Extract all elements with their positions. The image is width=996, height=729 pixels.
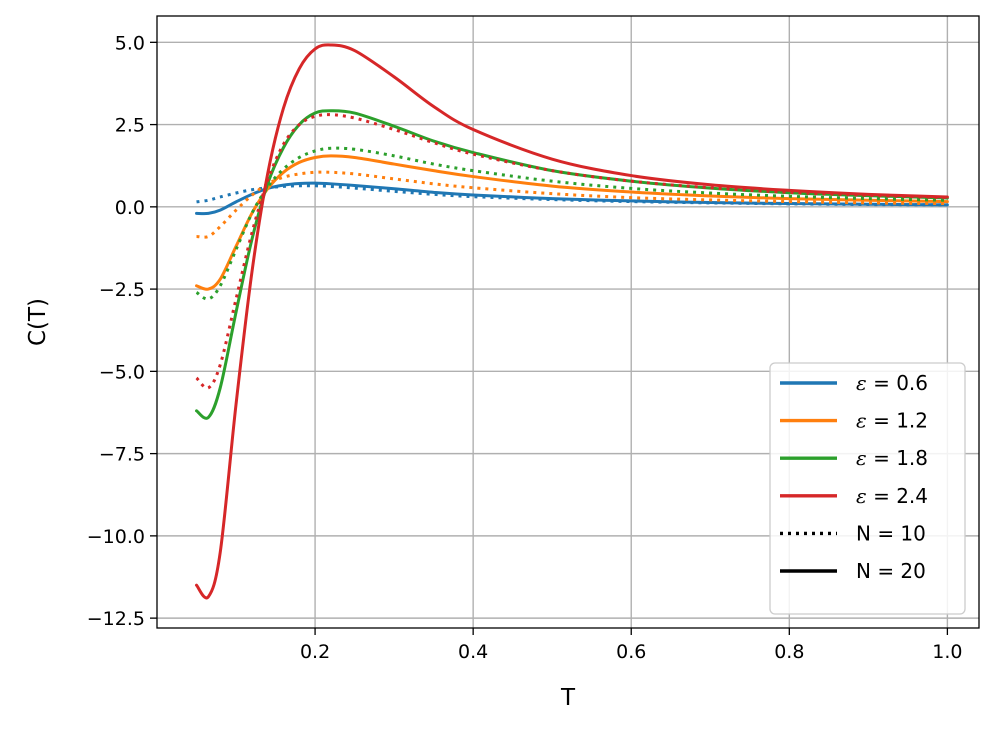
series-line-eps-2-4-n20 xyxy=(195,43,949,600)
legend: ε = 0.6ε = 1.2ε = 1.8ε = 2.4N = 10N = 20 xyxy=(769,362,966,615)
legend-label-text: = 2.4 xyxy=(867,484,928,508)
legend-label: ε = 0.6 xyxy=(856,371,928,395)
y-tick-label: −12.5 xyxy=(87,608,145,630)
legend-label: N = 20 xyxy=(856,559,926,583)
x-tick-label: 0.4 xyxy=(458,641,488,663)
legend-epsilon-symbol: ε xyxy=(856,409,867,433)
y-tick-label: −10.0 xyxy=(87,526,145,548)
series-line-eps-1-8-n10 xyxy=(195,146,948,301)
legend-label-text: N = 20 xyxy=(856,559,926,583)
y-tick-label: 0.0 xyxy=(115,197,145,219)
y-axis: 5.0 2.5 0.0 −2.5 −5.0 −7.5 −10.0 −12.5 xyxy=(87,32,157,630)
legend-epsilon-symbol: ε xyxy=(856,446,867,470)
legend-label: N = 10 xyxy=(856,521,926,545)
legend-epsilon-symbol: ε xyxy=(856,371,867,395)
x-axis: 0.2 0.4 0.6 0.8 1.0 xyxy=(300,628,962,663)
plot-frame xyxy=(156,15,980,629)
series-line-eps-1-8-n20 xyxy=(195,109,949,420)
series-line-eps-0-6-n20 xyxy=(195,181,949,216)
x-tick-label: 1.0 xyxy=(932,641,962,663)
legend-label: ε = 1.2 xyxy=(856,409,928,433)
x-tick-label: 0.6 xyxy=(616,641,646,663)
legend-box xyxy=(769,362,966,615)
y-tick-label: −2.5 xyxy=(99,279,145,301)
y-tick-label: 2.5 xyxy=(115,115,145,137)
legend-label-text: = 1.2 xyxy=(867,409,928,433)
legend-label: ε = 1.8 xyxy=(856,446,928,470)
y-tick-label: 5.0 xyxy=(115,32,145,54)
legend-label-text: = 0.6 xyxy=(867,371,928,395)
legend-label-text: = 1.8 xyxy=(867,446,928,470)
series-group xyxy=(195,43,949,600)
x-axis-label: T xyxy=(560,685,576,711)
x-tick-label: 0.8 xyxy=(774,641,804,663)
series-line-eps-1-2-n10 xyxy=(196,170,948,239)
x-tick-label: 0.2 xyxy=(300,641,330,663)
legend-label: ε = 2.4 xyxy=(856,484,928,508)
y-axis-label: C(T) xyxy=(25,298,51,346)
legend-label-text: N = 10 xyxy=(856,521,926,545)
y-tick-label: −7.5 xyxy=(99,444,145,466)
y-tick-label: −5.0 xyxy=(99,361,145,383)
legend-epsilon-symbol: ε xyxy=(856,484,867,508)
